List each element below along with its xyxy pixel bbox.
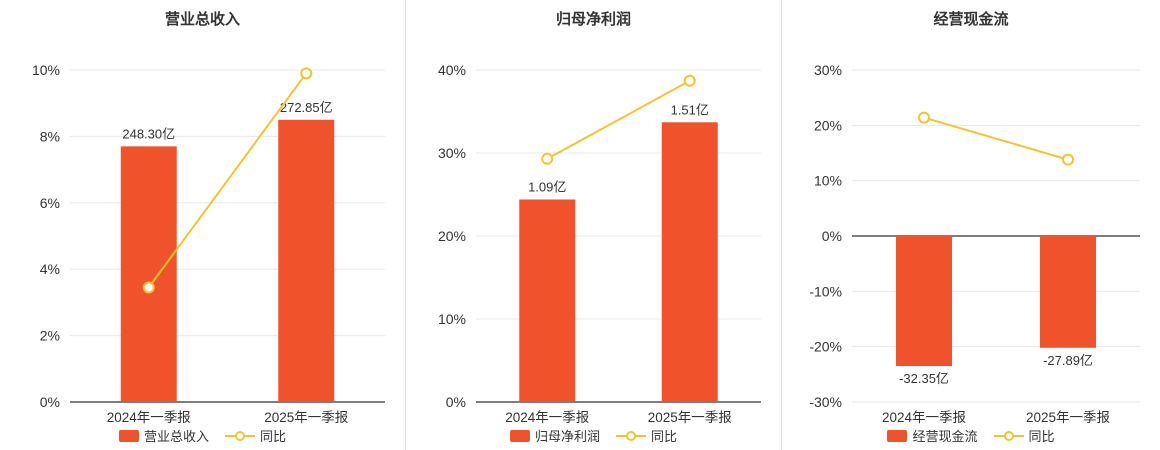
- legend-cash-flow: 经营现金流 同比: [782, 426, 1160, 445]
- line-marker-icon: [225, 430, 255, 441]
- chart-title-net-profit: 归母净利润: [555, 11, 631, 28]
- y-tick-label: 0%: [822, 228, 842, 244]
- revenue-chart-canvas: 0% 2% 4% 6% 8% 10% 248.30亿 2024年一季报 272.85亿 2025年…: [32, 62, 385, 425]
- line-marker[interactable]: [1062, 153, 1074, 166]
- trend-line: [546, 79, 691, 160]
- y-tick-label: 10%: [814, 173, 842, 189]
- bar-value-label: -32.35亿: [899, 371, 949, 386]
- y-tick-label: 30%: [438, 145, 466, 161]
- legend-item-cash-flow-bar[interactable]: 经营现金流: [887, 426, 978, 445]
- bar-swatch-icon: [887, 429, 908, 442]
- x-category-label: 2024年一季报: [505, 410, 589, 425]
- y-tick-label: 10%: [438, 311, 466, 327]
- bar-value-label: 1.51亿: [671, 102, 709, 117]
- panel-net-profit: 0% 10% 20% 30% 40% 1.09亿 2024年一季报 1.51亿 2025年一季报…: [405, 0, 781, 450]
- x-category-label: 2025年一季报: [1026, 410, 1110, 425]
- trend-line: [147, 72, 308, 289]
- y-tick-label: 20%: [438, 228, 466, 244]
- legend-label-yoy: 同比: [651, 429, 678, 444]
- bar-value-label: 248.30亿: [122, 126, 175, 141]
- y-tick-label: 10%: [32, 62, 60, 78]
- legend-item-revenue-yoy[interactable]: 同比: [225, 426, 286, 445]
- x-category-label: 2024年一季报: [107, 410, 191, 425]
- legend-item-net-profit-bar[interactable]: 归母净利润: [509, 426, 600, 445]
- chart-title-revenue: 营业总收入: [164, 11, 240, 28]
- line-marker[interactable]: [683, 74, 696, 87]
- y-tick-label: 2%: [40, 328, 60, 344]
- bar[interactable]: [1040, 236, 1096, 348]
- legend-net-profit: 归母净利润 同比: [406, 426, 781, 445]
- bar-value-label: -27.89亿: [1043, 353, 1093, 368]
- legend-label-yoy: 同比: [260, 429, 287, 444]
- line-marker[interactable]: [541, 152, 554, 165]
- x-category-label: 2024年一季报: [882, 410, 966, 425]
- line-marker-icon: [993, 430, 1024, 441]
- bar-swatch-icon: [118, 429, 139, 442]
- line-marker[interactable]: [918, 111, 930, 124]
- bar[interactable]: [120, 146, 177, 402]
- y-tick-label: 0%: [40, 394, 60, 410]
- bar[interactable]: [661, 122, 718, 402]
- bar[interactable]: [896, 236, 952, 367]
- line-marker[interactable]: [142, 281, 155, 294]
- panel-cash-flow: 30% 20% 10% 0% -10% -20% -30% -32.35亿 2024年一季报 -2…: [781, 0, 1160, 450]
- y-tick-label: -20%: [809, 339, 842, 355]
- line-marker-icon: [616, 430, 646, 441]
- legend-label-yoy: 同比: [1028, 429, 1055, 444]
- y-tick-label: -10%: [809, 283, 842, 299]
- trend-line: [923, 116, 1069, 161]
- panel-revenue: 0% 2% 4% 6% 8% 10% 248.30亿 2024年一季报 272.85亿 2025年…: [0, 0, 405, 450]
- net-profit-chart-canvas: 0% 10% 20% 30% 40% 1.09亿 2024年一季报 1.51亿 2025年一季报: [438, 62, 761, 425]
- y-tick-label: 30%: [814, 62, 842, 78]
- legend-label-bar: 营业总收入: [143, 429, 209, 444]
- legend-item-revenue-bar[interactable]: 营业总收入: [118, 426, 209, 445]
- chart-title-cash-flow: 经营现金流: [933, 11, 1009, 28]
- y-tick-label: 6%: [40, 195, 60, 211]
- y-tick-label: 20%: [814, 117, 842, 133]
- y-tick-label: 4%: [40, 261, 60, 277]
- x-category-label: 2025年一季报: [648, 410, 732, 425]
- x-category-label: 2025年一季报: [264, 410, 348, 425]
- bar-value-label: 272.85亿: [280, 100, 333, 115]
- y-tick-label: 8%: [40, 128, 60, 144]
- y-tick-label: 0%: [446, 394, 466, 410]
- legend-item-cash-flow-yoy[interactable]: 同比: [993, 426, 1055, 445]
- bar[interactable]: [278, 119, 335, 403]
- bar[interactable]: [519, 199, 576, 402]
- y-tick-label: 40%: [438, 62, 466, 78]
- line-marker[interactable]: [300, 67, 313, 80]
- y-tick-label: -30%: [809, 394, 842, 410]
- bar-swatch-icon: [509, 429, 530, 442]
- bar-value-label: 1.09亿: [528, 179, 566, 194]
- legend-label-bar: 经营现金流: [912, 429, 978, 444]
- legend-revenue: 营业总收入 同比: [0, 426, 405, 445]
- legend-item-net-profit-yoy[interactable]: 同比: [616, 426, 677, 445]
- cash-flow-chart-canvas: 30% 20% 10% 0% -10% -20% -30% -32.35亿 2024年一季报 -2…: [809, 62, 1140, 425]
- legend-label-bar: 归母净利润: [534, 429, 600, 444]
